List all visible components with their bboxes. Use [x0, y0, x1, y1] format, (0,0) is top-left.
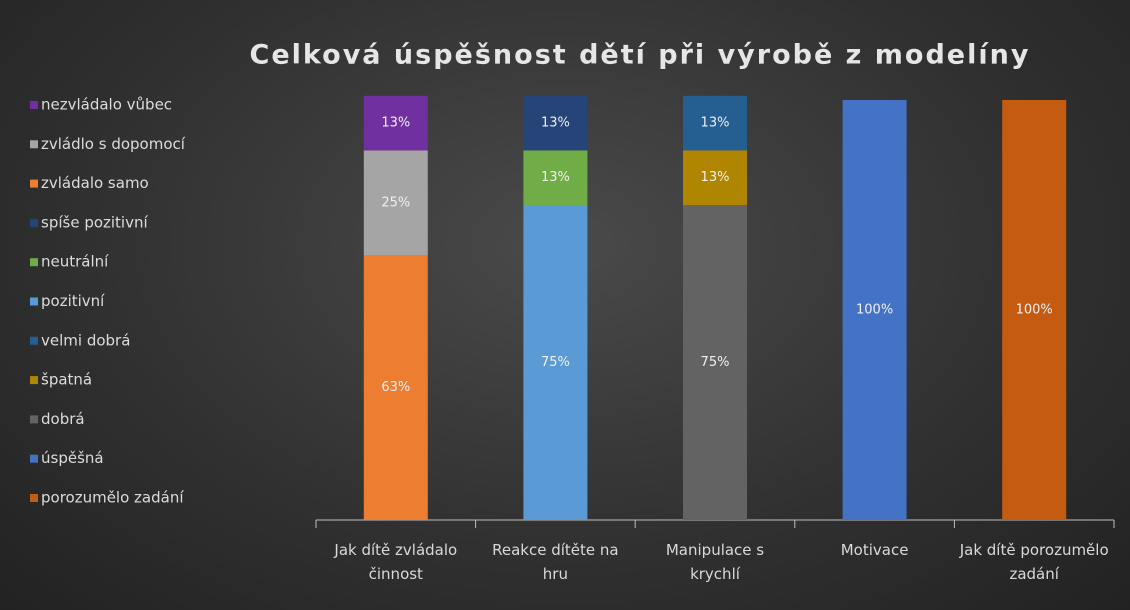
- bar-segment: [523, 95, 588, 151]
- data-label: 25%: [381, 195, 410, 210]
- data-label: 100%: [1016, 303, 1053, 318]
- x-tick-label: Manipulace s krychlí: [665, 541, 765, 583]
- data-label: 13%: [541, 170, 570, 185]
- legend-swatch: [30, 140, 38, 149]
- legend-swatch: [30, 101, 38, 109]
- legend-label: dobrá: [41, 410, 85, 428]
- data-label: 13%: [541, 116, 570, 131]
- bar-segment: [363, 95, 428, 151]
- data-label: 63%: [381, 380, 410, 395]
- legend-label: porozumělo zadání: [41, 489, 184, 507]
- x-tick-label: Motivace: [840, 541, 909, 559]
- legend-label: úspěšná: [41, 449, 104, 467]
- bar-segment: [523, 205, 588, 520]
- bar-segment: [683, 150, 747, 205]
- data-label: 75%: [541, 355, 570, 370]
- data-label: 100%: [856, 303, 893, 318]
- x-tick-label: Jak dítě zvládalo činnost: [334, 541, 458, 583]
- data-label: 13%: [381, 116, 410, 131]
- bar-segment: [683, 205, 747, 520]
- legend-swatch: [30, 179, 38, 188]
- bar-segment: [842, 100, 907, 520]
- legend-swatch: [30, 297, 38, 306]
- legend-swatch: [30, 218, 38, 227]
- legend-label: zvládalo samo: [41, 174, 149, 192]
- legend-swatch: [30, 336, 38, 345]
- legend-label: spíše pozitivní: [41, 213, 148, 231]
- legend-swatch: [30, 494, 38, 502]
- legend-label: nezvládalo vůbec: [41, 96, 172, 114]
- legend-label: neutrální: [41, 253, 109, 271]
- bar-segment: [1002, 100, 1067, 520]
- bar-segment: [683, 95, 747, 151]
- legend-label: pozitivní: [41, 292, 105, 310]
- legend-swatch: [30, 415, 38, 424]
- x-tick-label: Jak dítě porozumělo zadání: [959, 541, 1109, 583]
- bar-segment: [523, 150, 588, 205]
- data-label: 75%: [701, 355, 730, 370]
- x-tick-label: Reakce dítěte na hru: [492, 541, 619, 583]
- chart-title: Celková úspěšnost dětí při výrobě z mode…: [250, 40, 1031, 71]
- legend-swatch: [30, 454, 38, 463]
- data-label: 13%: [701, 116, 730, 131]
- legend-swatch: [30, 258, 38, 267]
- legend-label: špatná: [41, 371, 92, 389]
- legend-label: zvládlo s dopomocí: [41, 135, 186, 153]
- legend-label: velmi dobrá: [41, 331, 130, 349]
- data-label: 13%: [701, 170, 730, 185]
- legend-swatch: [30, 376, 38, 385]
- bar-segment: [363, 150, 428, 256]
- bar-segment: [363, 255, 428, 520]
